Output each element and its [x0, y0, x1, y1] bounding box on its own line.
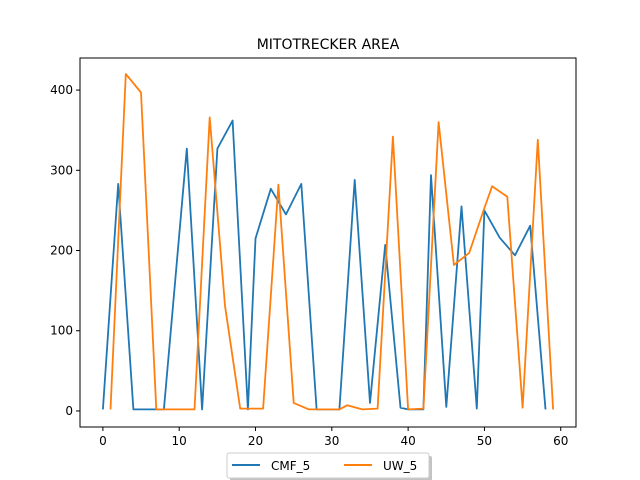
plot-frame: [79, 57, 577, 428]
chart-title: MITOTRECKER AREA: [257, 37, 400, 53]
series-line-uw-5: [109, 73, 554, 411]
x-axis: 0 10 20 30 40 50 60: [99, 427, 568, 448]
y-tick-label: 200: [50, 244, 73, 258]
y-tick-label: 100: [50, 324, 73, 338]
y-tick-label: 300: [50, 163, 73, 177]
series-line-cmf-5: [102, 119, 547, 411]
x-tick-label: 40: [400, 434, 415, 448]
x-tick-label: 20: [248, 434, 263, 448]
legend: CMF_5 UW_5: [226, 452, 432, 480]
x-tick-label: 60: [553, 434, 568, 448]
legend-box: [226, 452, 430, 479]
x-tick-label: 10: [172, 434, 187, 448]
y-axis: 0 100 200 300 400: [50, 83, 80, 418]
legend-label-uw-5: UW_5: [383, 459, 417, 473]
y-tick-label: 400: [50, 83, 73, 97]
y-tick-label: 0: [65, 404, 73, 418]
series-layer: [102, 73, 554, 411]
x-tick-label: 0: [99, 434, 107, 448]
x-tick-label: 50: [477, 434, 492, 448]
x-tick-label: 30: [324, 434, 339, 448]
legend-label-cmf-5: CMF_5: [271, 459, 310, 473]
